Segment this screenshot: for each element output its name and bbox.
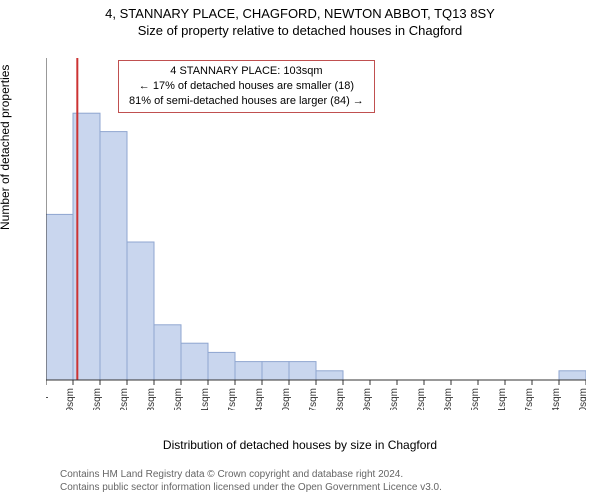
info-line-1: 4 STANNARY PLACE: 103sqm [129,64,364,79]
svg-text:574sqm: 574sqm [551,388,562,410]
footer-line-2: Contains public sector information licen… [60,481,442,494]
svg-text:468sqm: 468sqm [443,388,454,410]
svg-text:152sqm: 152sqm [119,388,130,410]
chart-area: 0510152025303573sqm99sqm126sqm152sqm178s… [46,50,586,410]
svg-text:310sqm: 310sqm [281,388,292,410]
svg-text:337sqm: 337sqm [308,388,319,410]
svg-text:547sqm: 547sqm [524,388,535,410]
title-main: 4, STANNARY PLACE, CHAGFORD, NEWTON ABBO… [0,0,600,21]
x-axis-label: Distribution of detached houses by size … [0,438,600,452]
y-axis-label: Number of detached properties [0,65,12,230]
info-line-3: 81% of semi-detached houses are larger (… [129,94,364,109]
svg-text:442sqm: 442sqm [416,388,427,410]
svg-text:600sqm: 600sqm [578,388,586,410]
svg-text:416sqm: 416sqm [389,388,400,410]
footer-line-1: Contains HM Land Registry data © Crown c… [60,468,442,481]
svg-text:178sqm: 178sqm [146,388,157,410]
svg-text:73sqm: 73sqm [46,388,49,410]
info-line-2: ← 17% of detached houses are smaller (18… [129,79,364,94]
svg-text:495sqm: 495sqm [470,388,481,410]
svg-text:257sqm: 257sqm [227,388,238,410]
svg-text:205sqm: 205sqm [173,388,184,410]
svg-text:126sqm: 126sqm [92,388,103,410]
svg-text:284sqm: 284sqm [254,388,265,410]
attribution-footer: Contains HM Land Registry data © Crown c… [60,468,442,494]
svg-text:99sqm: 99sqm [65,388,76,410]
svg-text:363sqm: 363sqm [335,388,346,410]
title-sub: Size of property relative to detached ho… [0,21,600,38]
svg-text:521sqm: 521sqm [497,388,508,410]
svg-text:389sqm: 389sqm [362,388,373,410]
info-callout: 4 STANNARY PLACE: 103sqm ← 17% of detach… [118,60,375,113]
svg-text:231sqm: 231sqm [200,388,211,410]
